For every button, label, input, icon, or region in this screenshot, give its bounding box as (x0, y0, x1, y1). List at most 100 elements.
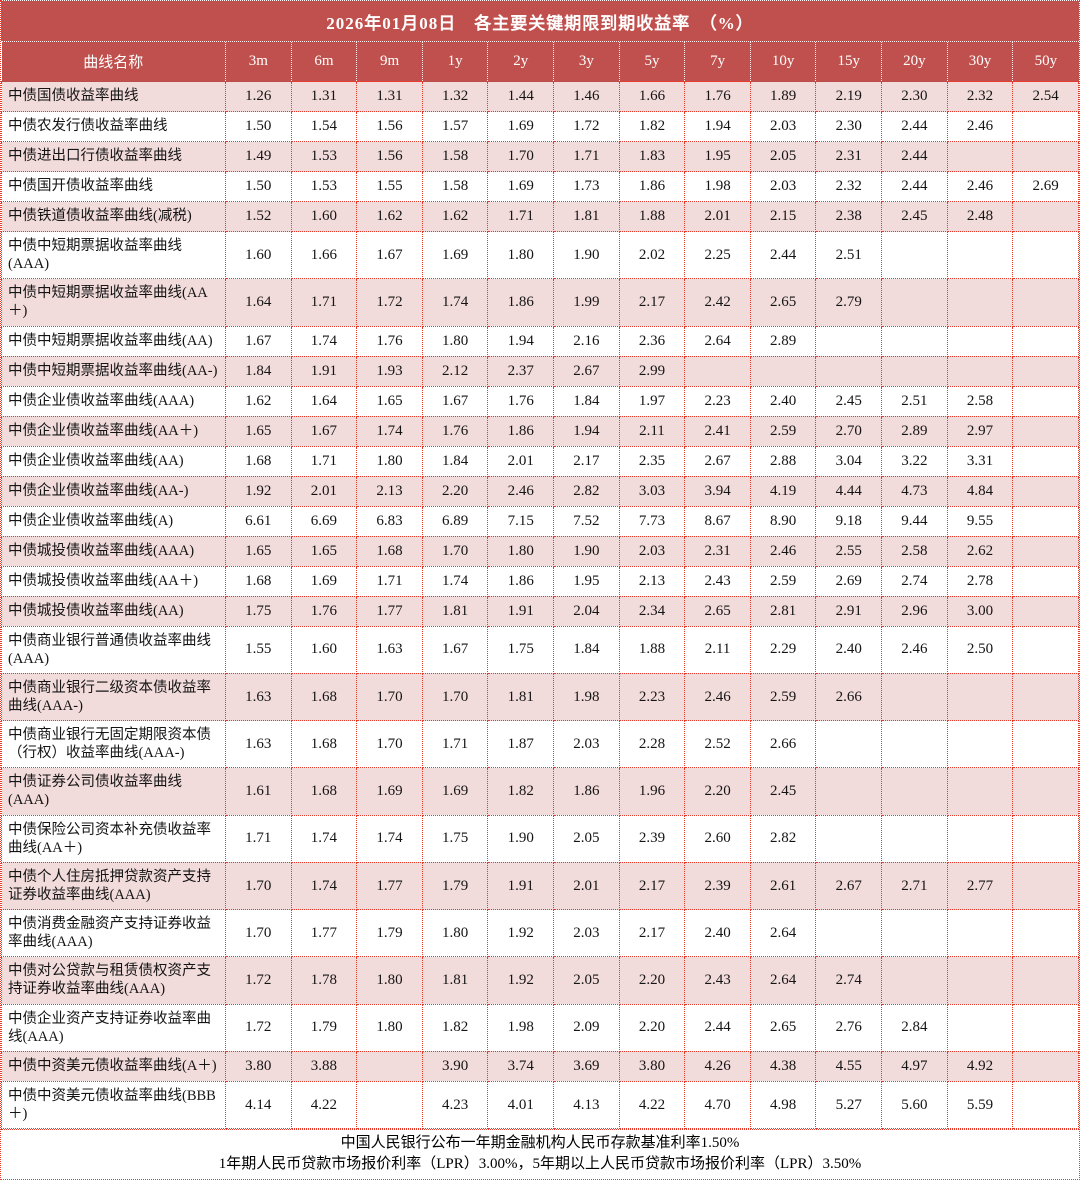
yield-cell: 4.22 (618, 1080, 686, 1130)
yield-cell: 7.52 (553, 505, 620, 537)
curve-name-cell: 中债国开债收益率曲线 (1, 171, 226, 202)
yield-cell: 1.95 (684, 141, 751, 172)
yield-cell: 2.17 (618, 861, 686, 911)
yield-cell (946, 325, 1014, 357)
yield-cell (881, 278, 948, 327)
table-row: 中债商业银行二级资本债收益率曲线(AAA-) 1.63 1.68 1.70 1.70 1.… (1, 672, 1079, 722)
yield-cell: 1.83 (618, 141, 686, 172)
yield-cell: 1.67 (421, 385, 489, 417)
yield-cell: 2.62 (946, 535, 1014, 567)
yield-cell: 8.90 (749, 505, 817, 537)
yield-cell: 2.46 (749, 535, 817, 567)
yield-cell: 1.60 (290, 625, 358, 674)
yield-cell: 2.71 (881, 861, 948, 911)
yield-cell: 1.92 (487, 956, 555, 1005)
yield-cell: 1.86 (553, 767, 620, 816)
yield-cell: 1.69 (290, 565, 358, 597)
yield-cell: 2.65 (684, 595, 751, 627)
table-row: 中债中资美元债收益率曲线(BBB＋) 4.14 4.22 4.23 4.01 4.13 4.… (1, 1080, 1079, 1130)
yield-cell (1012, 719, 1079, 769)
yield-cell: 1.74 (290, 325, 358, 357)
yield-cell: 1.63 (356, 625, 423, 674)
table-row: 中债个人住房抵押贷款资产支持证券收益率曲线(AAA) 1.70 1.74 1.77 1.… (1, 861, 1079, 911)
curve-name-cell: 中债城投债收益率曲线(AA) (1, 595, 226, 627)
table-row: 中债企业债收益率曲线(AAA) 1.62 1.64 1.65 1.67 1.76 1.84 1… (1, 385, 1079, 417)
yield-cell: 2.67 (553, 355, 620, 387)
yield-cell: 1.74 (421, 278, 489, 327)
yield-cell: 1.67 (421, 625, 489, 674)
yield-cell: 2.64 (749, 908, 817, 958)
yield-cell: 2.09 (553, 1003, 620, 1052)
yield-cell (815, 325, 883, 357)
yield-cell: 9.55 (946, 505, 1014, 537)
yield-cell: 1.94 (487, 325, 555, 357)
yield-cell: 5.59 (946, 1080, 1014, 1130)
yield-cell: 1.32 (421, 81, 489, 112)
yield-cell: 1.80 (421, 325, 489, 357)
yield-cell (946, 672, 1014, 722)
curve-name-cell: 中债农发行债收益率曲线 (1, 111, 226, 142)
yield-cell: 4.73 (881, 475, 948, 507)
yield-cell: 1.65 (356, 385, 423, 417)
yield-cell: 2.55 (815, 535, 883, 567)
yield-cell: 2.19 (815, 81, 883, 112)
yield-cell: 1.97 (618, 385, 686, 417)
yield-cell: 1.76 (421, 415, 489, 447)
yield-cell: 2.97 (946, 415, 1014, 447)
yield-cell: 1.79 (421, 861, 489, 911)
yield-cell: 2.20 (618, 1003, 686, 1052)
yield-cell (1012, 767, 1079, 816)
yield-cell (1012, 475, 1079, 507)
tenor-header: 15y (815, 42, 882, 82)
yield-cell: 2.01 (487, 445, 555, 477)
yield-cell: 2.59 (749, 672, 817, 722)
yield-cell: 6.89 (421, 505, 489, 537)
table-row: 中债中资美元债收益率曲线(A＋) 3.80 3.88 3.90 3.74 3.69 3.80… (1, 1050, 1079, 1082)
yield-cell: 2.91 (815, 595, 883, 627)
yield-cell: 2.03 (618, 535, 686, 567)
yield-cell (1012, 1050, 1079, 1082)
yield-cell: 1.90 (487, 814, 555, 863)
yield-cell: 2.39 (618, 814, 686, 863)
table-row: 中债企业债收益率曲线(AA) 1.68 1.71 1.80 1.84 2.01 2.17 2.… (1, 445, 1079, 477)
yield-cell: 2.20 (684, 767, 751, 816)
yield-cell (881, 355, 948, 387)
yield-cell: 2.16 (553, 325, 620, 357)
yield-cell: 1.87 (487, 719, 555, 769)
table-row: 中债中短期票据收益率曲线(AAA) 1.60 1.66 1.67 1.69 1.80 1.9… (1, 230, 1079, 280)
yield-cell: 1.71 (356, 565, 423, 597)
curve-name-cell: 中债企业债收益率曲线(AA＋) (1, 415, 226, 447)
yield-cell: 4.22 (290, 1080, 358, 1130)
table-row: 中债保险公司资本补充债收益率曲线(AA＋) 1.71 1.74 1.74 1.75 1.9… (1, 814, 1079, 863)
yield-cell: 8.67 (684, 505, 751, 537)
yield-table: 曲线名称 3m 6m 9m 1y 2y 3y 5y 7y 10y 15y 20y 30y 50y 中债国债… (1, 42, 1079, 1130)
yield-cell: 1.55 (225, 625, 292, 674)
yield-cell: 2.58 (881, 535, 948, 567)
yield-cell: 1.70 (225, 861, 292, 911)
yield-cell: 2.59 (749, 415, 817, 447)
yield-cell: 1.55 (356, 171, 423, 202)
yield-cell: 2.82 (553, 475, 620, 507)
yield-cell: 4.38 (749, 1050, 817, 1082)
yield-cell: 3.69 (553, 1050, 620, 1082)
table-row: 中债中短期票据收益率曲线(AA＋) 1.64 1.71 1.72 1.74 1.86 1.9… (1, 278, 1079, 327)
yield-cell: 2.45 (881, 201, 948, 232)
yield-cell: 3.90 (421, 1050, 489, 1082)
yield-cell: 7.15 (487, 505, 555, 537)
yield-cell: 2.03 (749, 171, 817, 202)
yield-cell: 1.69 (421, 230, 489, 280)
yield-cell (356, 1050, 423, 1082)
yield-cell: 2.88 (749, 445, 817, 477)
yield-cell: 1.66 (618, 81, 686, 112)
yield-cell: 1.69 (356, 767, 423, 816)
yield-cell: 3.31 (946, 445, 1014, 477)
yield-cell: 2.78 (946, 565, 1014, 597)
curve-name-cell: 中债企业债收益率曲线(A) (1, 505, 226, 537)
yield-cell: 1.77 (356, 595, 423, 627)
yield-cell (881, 719, 948, 769)
yield-cell: 1.70 (421, 535, 489, 567)
curve-name-cell: 中债中短期票据收益率曲线(AAA) (1, 230, 226, 280)
yield-cell: 2.42 (684, 278, 751, 327)
yield-cell: 2.99 (618, 355, 686, 387)
